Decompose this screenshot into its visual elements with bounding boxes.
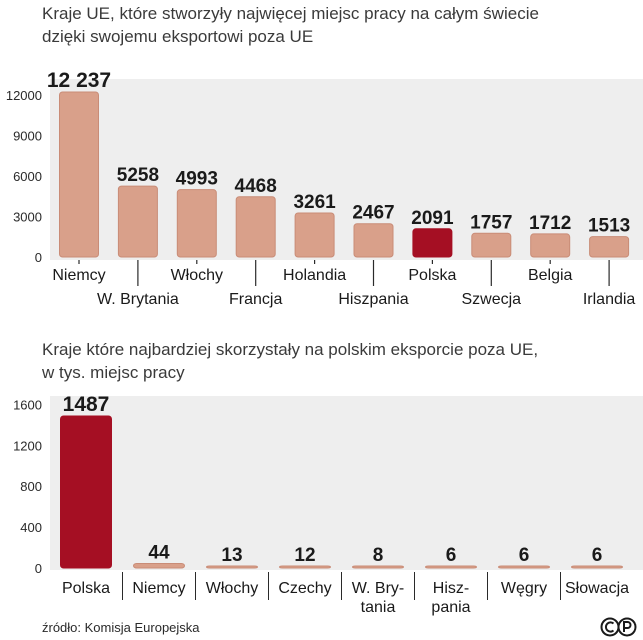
chart2-title: Kraje które najbardziej skorzystały na p…	[42, 338, 538, 384]
chart1-bar-hiszpania	[353, 223, 394, 258]
chart2-value-label-hiszpania: 6	[446, 545, 457, 566]
chart1-category-label-belgia: Belgia	[528, 267, 573, 284]
chart2-background	[50, 396, 643, 570]
chart1-ytick-0: 0	[35, 250, 42, 265]
chart2-ytick-1600: 1600	[13, 397, 42, 412]
chart2-bar-czechy	[279, 565, 331, 569]
source-note: źródło: Komisja Europejska	[42, 620, 200, 635]
chart2-bar-słowacja	[571, 565, 623, 569]
chart1-category-label-hiszpania: Hiszpania	[338, 291, 408, 308]
chart1-value-label-hiszpania: 2467	[352, 203, 394, 224]
chart2-value-label-niemcy: 44	[148, 543, 170, 564]
chart2-category-label-w-brytania-line2: tania	[361, 599, 396, 616]
chart1-value-label-irlandia: 1513	[588, 216, 630, 237]
chart1-value-label-francja: 4468	[235, 176, 277, 197]
chart1-plot: 0 3000 6000 9000 12000 12 237 5258 4993 4468 3261…	[6, 69, 643, 308]
chart2-value-label-polska: 1487	[63, 393, 110, 416]
chart2-title-line2: w tys. miejsc pracy	[42, 363, 185, 382]
chart1-title-line1: Kraje UE, które stworzyły najwięcej miej…	[42, 4, 539, 23]
chart1-title: Kraje UE, które stworzyły najwięcej miej…	[42, 2, 539, 48]
chart2-ytick-1200: 1200	[13, 438, 42, 453]
chart1-value-label-niemcy: 12 237	[47, 69, 111, 92]
chart1-value-label-włochy: 4993	[176, 169, 218, 190]
chart2-plot: 0 400 800 1200 1600 1487 44 13 12 8 6 6 6 Polska Niemc…	[13, 393, 643, 616]
chart1-title-line2: dzięki swojemu eksportowi poza UE	[42, 27, 314, 46]
chart2-bar-niemcy	[133, 563, 185, 569]
chart1-bar-holandia	[294, 212, 335, 258]
chart2-ytick-0: 0	[35, 561, 42, 576]
chart2-category-label-hiszpania-line2: pania	[431, 599, 470, 616]
chart1-bar-niemcy	[59, 91, 99, 258]
chart2-title-line1: Kraje które najbardziej skorzystały na p…	[42, 340, 539, 359]
chart1-category-label-francja: Francja	[229, 291, 282, 308]
chart1-category-label-niemcy: Niemcy	[52, 267, 105, 284]
chart2-value-label-słowacja: 6	[592, 545, 603, 566]
chart2-value-label-węgry: 6	[519, 545, 530, 566]
chart1-ytick-9000: 9000	[13, 129, 42, 144]
chart1-bar-polska	[412, 228, 453, 258]
chart2-value-label-włochy: 13	[221, 545, 242, 566]
chart1-category-label-w-brytania: W. Brytania	[97, 291, 179, 308]
chart1-bar-szwecja	[471, 232, 512, 258]
chart1-category-label-włochy: Włochy	[171, 267, 223, 284]
chart1-category-label-szwecja: Szwecja	[462, 291, 522, 308]
chart2-bar-w-brytania	[352, 565, 404, 569]
chart1-bar-włochy	[176, 189, 217, 258]
chart1-ytick-6000: 6000	[13, 169, 42, 184]
chart1-ytick-3000: 3000	[13, 210, 42, 225]
chart2-bar-hiszpania	[425, 565, 477, 569]
chart2-ytick-800: 800	[20, 479, 42, 494]
chart1-category-label-polska: Polska	[408, 267, 456, 284]
chart2-category-label-polska: Polska	[62, 580, 110, 597]
chart2-category-label-węgry: Węgry	[501, 580, 547, 597]
chart1-bar-belgia	[530, 233, 571, 258]
chart1-category-label-holandia: Holandia	[283, 267, 346, 284]
copyright-logo-icon	[600, 617, 637, 637]
chart2-bar-węgry	[498, 565, 550, 569]
chart1-bar-francja	[235, 196, 276, 258]
chart2-category-label-słowacja: Słowacja	[565, 580, 629, 597]
chart1-value-label-szwecja: 1757	[470, 212, 512, 233]
chart1-ytick-12000: 12000	[6, 88, 42, 103]
chart2-category-label-niemcy: Niemcy	[132, 580, 185, 597]
chart2-category-label-włochy: Włochy	[206, 580, 258, 597]
chart1-value-label-w-brytania: 5258	[117, 165, 159, 186]
chart1-value-label-polska: 2091	[411, 208, 454, 229]
chart1-bar-w-brytania	[117, 185, 158, 258]
chart2-ytick-400: 400	[20, 520, 42, 535]
chart2-bar-włochy	[206, 565, 258, 569]
chart1-value-label-holandia: 3261	[293, 192, 336, 213]
chart1-value-label-belgia: 1712	[529, 213, 571, 234]
chart2-bar-polska	[60, 415, 112, 569]
chart2-value-label-w-brytania: 8	[373, 545, 384, 566]
chart2-category-label-czechy: Czechy	[278, 580, 331, 597]
chart1-bar-irlandia	[589, 236, 630, 258]
chart1-category-label-irlandia: Irlandia	[583, 291, 636, 308]
chart2-category-label-hiszpania-line1: Hisz-	[433, 580, 469, 597]
chart2-category-label-w-brytania-line1: W. Bry-	[352, 580, 404, 597]
chart2-value-label-czechy: 12	[294, 545, 315, 566]
